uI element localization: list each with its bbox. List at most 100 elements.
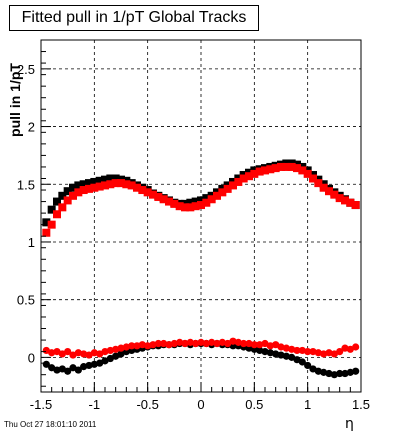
data-point bbox=[309, 174, 317, 183]
data-point bbox=[106, 174, 115, 183]
data-point bbox=[85, 184, 93, 193]
data-point bbox=[143, 188, 152, 197]
data-point bbox=[138, 186, 147, 195]
data-point bbox=[127, 181, 136, 190]
data-point bbox=[266, 165, 275, 174]
timestamp-footer: Thu Oct 27 18:01:10 2011 bbox=[4, 420, 97, 429]
data-point bbox=[117, 179, 125, 188]
data-point bbox=[240, 339, 248, 348]
data-point bbox=[351, 201, 360, 210]
data-point bbox=[186, 198, 195, 207]
data-point bbox=[64, 348, 72, 356]
data-point bbox=[335, 194, 344, 203]
data-point bbox=[229, 181, 237, 190]
data-point bbox=[325, 187, 333, 196]
data-point bbox=[218, 188, 227, 197]
data-point bbox=[271, 164, 280, 173]
data-point bbox=[149, 190, 157, 199]
data-point bbox=[74, 181, 83, 190]
data-point bbox=[277, 162, 285, 171]
data-point bbox=[175, 202, 184, 211]
x-tick-label: -1.5 bbox=[30, 397, 52, 412]
data-point bbox=[303, 169, 312, 178]
data-point bbox=[234, 177, 243, 186]
data-point bbox=[101, 181, 109, 190]
data-point bbox=[53, 197, 61, 206]
data-point bbox=[133, 183, 141, 192]
data-point bbox=[223, 184, 232, 193]
data-point bbox=[255, 167, 264, 176]
tick-labels: -1.5 -1 -0.5 0 0.5 1 1.5 0 0.5 1 1.5 2 2.5 bbox=[17, 62, 370, 412]
data-point bbox=[122, 180, 131, 189]
data-point bbox=[352, 367, 360, 375]
data-point bbox=[330, 190, 339, 199]
data-point bbox=[304, 348, 312, 356]
data-point bbox=[287, 162, 296, 171]
data-point bbox=[90, 177, 99, 186]
x-tick-label: 1.5 bbox=[352, 397, 370, 412]
data-point bbox=[69, 183, 77, 192]
data-point bbox=[314, 179, 323, 188]
data-point bbox=[58, 203, 67, 212]
data-point bbox=[197, 201, 205, 210]
data-point bbox=[197, 196, 205, 205]
y-axis-label: pull in 1/pT bbox=[7, 63, 24, 137]
x-axis-label: η bbox=[345, 416, 354, 432]
data-point bbox=[42, 360, 50, 368]
data-point bbox=[191, 197, 200, 206]
data-point bbox=[47, 220, 56, 229]
y-tick-label: 0.5 bbox=[17, 293, 35, 308]
data-point bbox=[106, 180, 115, 189]
y-tick-label: 2.5 bbox=[17, 62, 35, 77]
data-point bbox=[42, 228, 51, 237]
data-point bbox=[159, 195, 168, 204]
data-point bbox=[346, 198, 355, 207]
data-point bbox=[352, 343, 360, 351]
data-point bbox=[95, 176, 104, 185]
data-point bbox=[47, 205, 56, 214]
axis-ticks bbox=[40, 51, 362, 392]
chart-title: Fitted pull in 1/pT Global Tracks bbox=[9, 5, 259, 31]
data-point bbox=[64, 367, 72, 375]
y-tick-label: 0 bbox=[28, 350, 35, 365]
data-point bbox=[90, 183, 99, 192]
data-point bbox=[63, 196, 72, 205]
data-point bbox=[202, 198, 211, 207]
data-point bbox=[63, 187, 72, 196]
data-point bbox=[207, 195, 216, 204]
data-point bbox=[111, 174, 120, 183]
x-tick-label: -1 bbox=[89, 397, 101, 412]
data-point bbox=[154, 192, 163, 201]
data-point bbox=[245, 172, 253, 181]
data-point bbox=[293, 346, 301, 355]
data-point bbox=[298, 166, 307, 175]
data-point bbox=[165, 197, 173, 206]
y-tick-label: 1.5 bbox=[17, 177, 35, 192]
data-point bbox=[154, 339, 162, 348]
data-point bbox=[69, 191, 77, 200]
data-points bbox=[42, 159, 360, 379]
data-point bbox=[261, 166, 269, 175]
data-point bbox=[298, 358, 306, 366]
data-point bbox=[202, 194, 211, 203]
data-point bbox=[101, 175, 109, 184]
data-point bbox=[336, 369, 344, 378]
data-point bbox=[42, 218, 51, 227]
y-tick-label: 2 bbox=[28, 120, 35, 135]
x-tick-label: 0.5 bbox=[245, 397, 263, 412]
data-point bbox=[304, 361, 312, 370]
data-point bbox=[74, 366, 82, 374]
x-tick-label: 1 bbox=[304, 397, 311, 412]
data-point bbox=[79, 180, 88, 189]
data-point bbox=[85, 179, 93, 188]
data-point bbox=[74, 188, 83, 197]
data-point bbox=[250, 169, 259, 178]
data-point bbox=[181, 203, 189, 212]
data-point bbox=[170, 199, 179, 208]
data-point bbox=[186, 203, 195, 212]
data-point bbox=[95, 182, 104, 191]
data-point bbox=[213, 191, 221, 200]
data-point bbox=[319, 183, 328, 192]
data-point bbox=[336, 348, 344, 356]
